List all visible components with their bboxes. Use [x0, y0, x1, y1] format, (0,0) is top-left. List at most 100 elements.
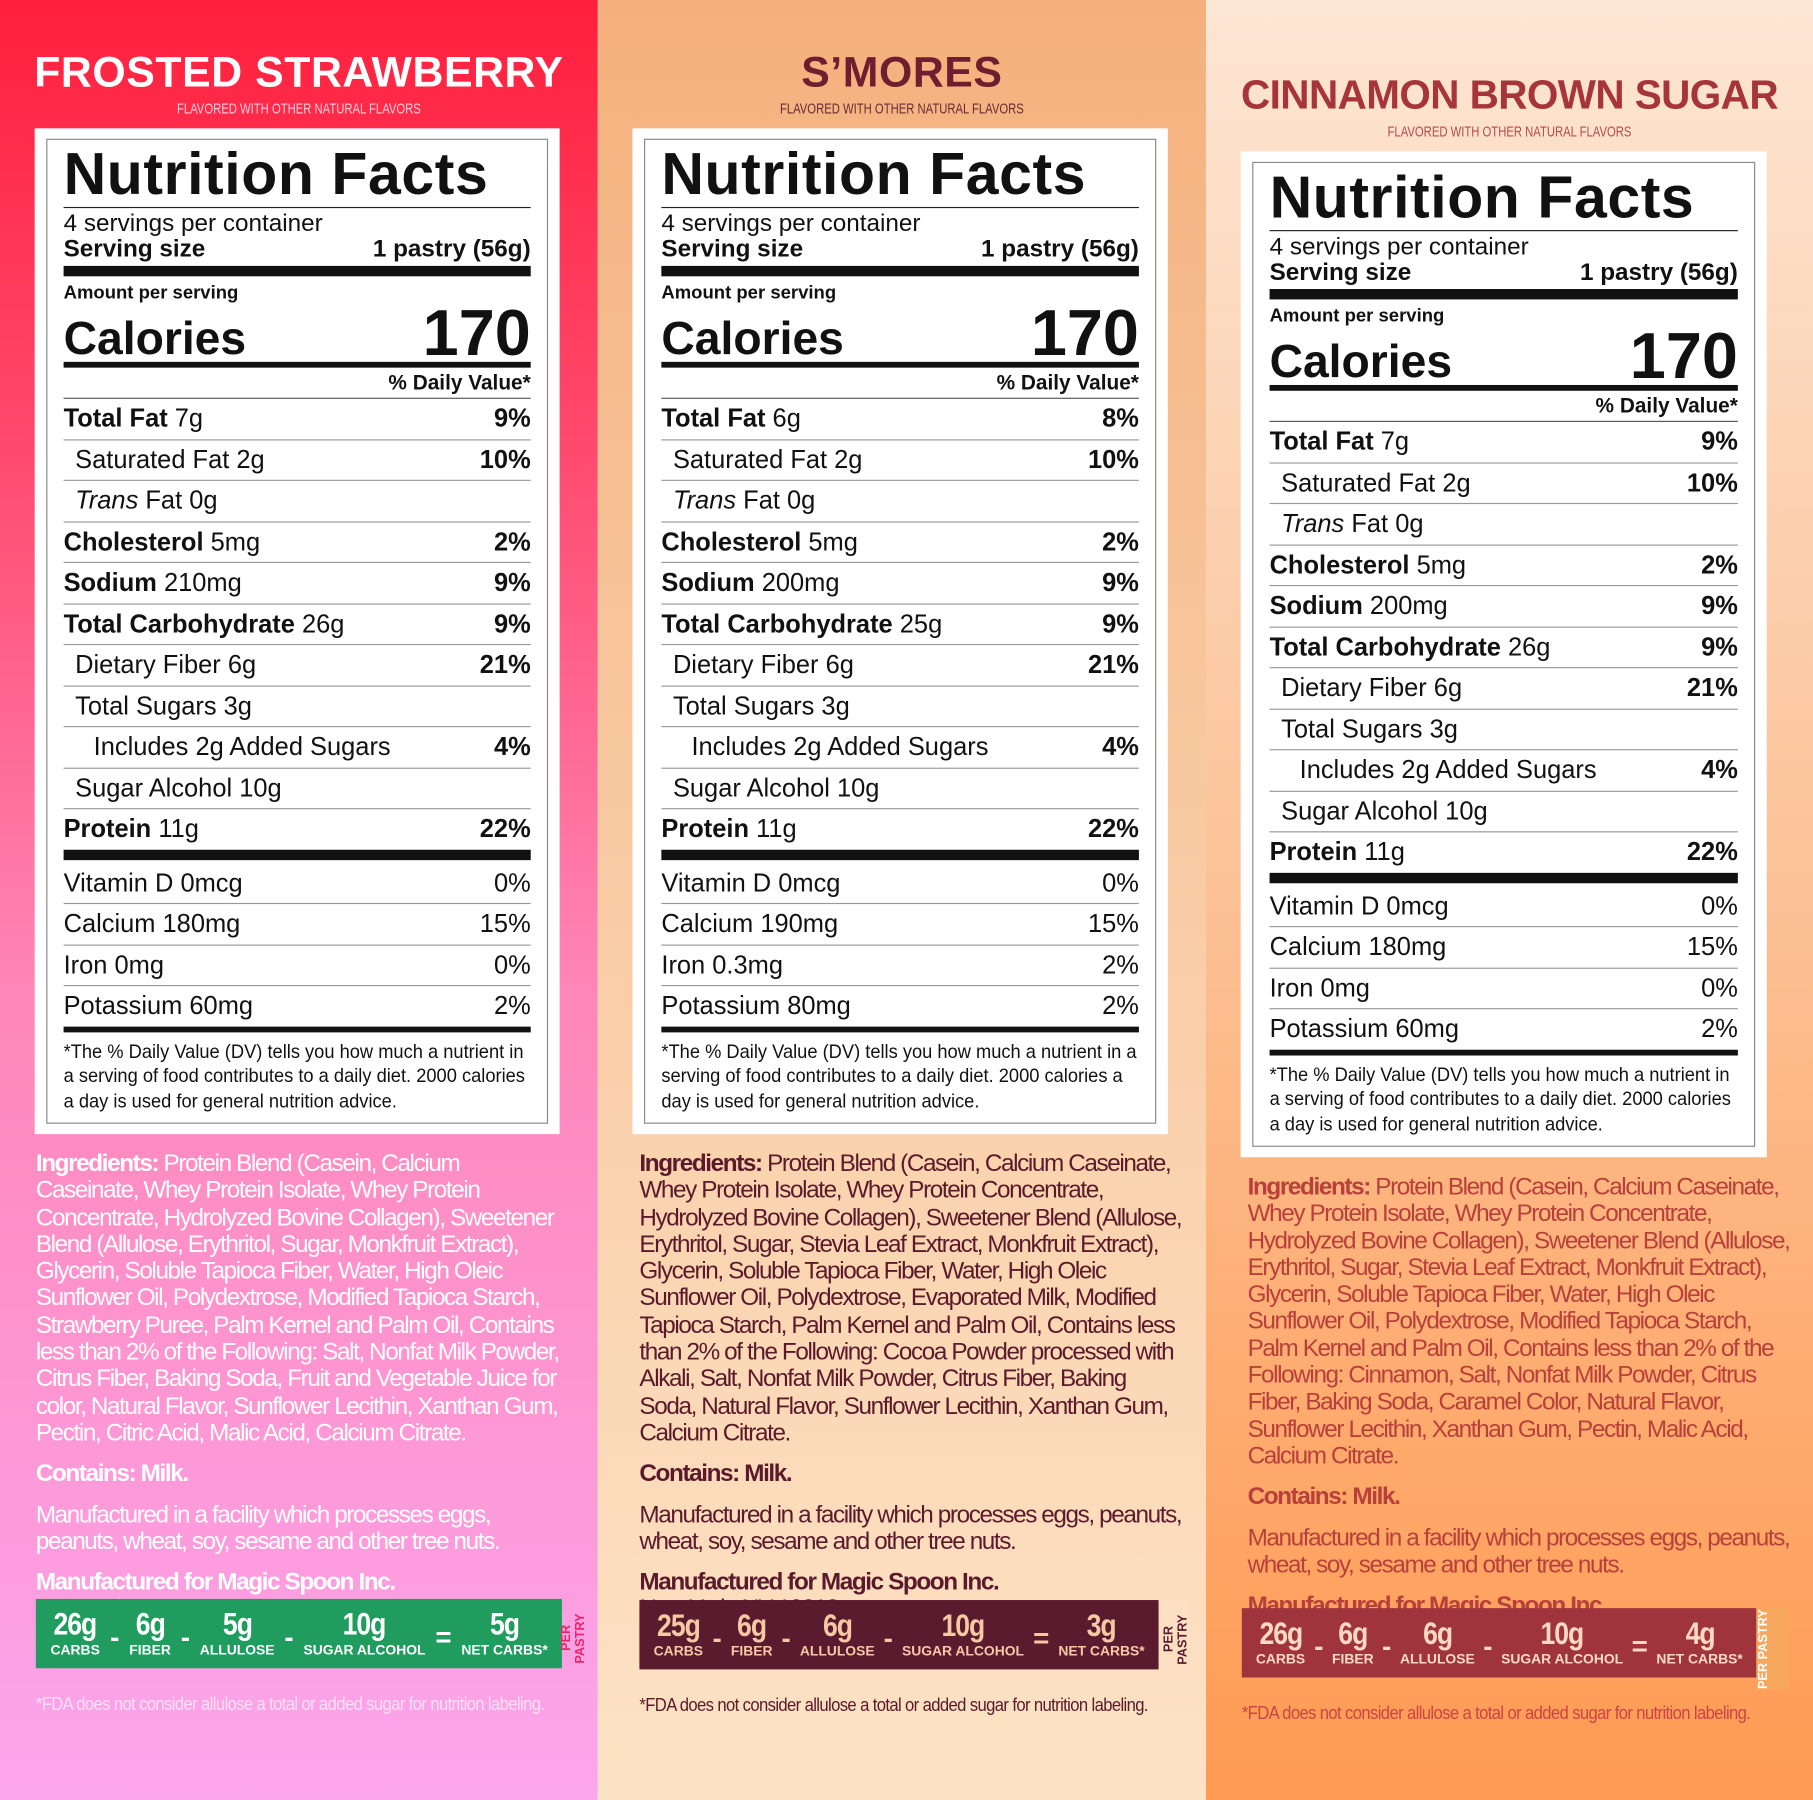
nutrient-row: Trans Fat 0g	[661, 479, 1139, 521]
vitamin-row: Vitamin D 0mcg 0%	[1270, 883, 1738, 926]
nutrient-name: Total Fat	[63, 403, 168, 433]
nutrient-row: Protein 11g 22%	[1269, 831, 1738, 872]
nutrient-name: Total Fat	[1269, 426, 1374, 456]
operator: -	[712, 1623, 722, 1655]
nutrient-row: Cholesterol 5mg 2%	[1269, 543, 1738, 585]
nutrient: Includes 2g Added Sugars	[64, 727, 391, 767]
net-carbs-item: 26g CARBS	[1255, 1617, 1305, 1668]
vitamin-rows: Vitamin D 0mcg 0% Calcium 190mg 15% Iron 0.3…	[661, 860, 1139, 1032]
per-pastry-tag: PER PASTRY	[1756, 1608, 1789, 1690]
nutrient: Sugar Alcohol 10g	[64, 768, 282, 808]
nutrition-label: Nutrition Facts 4 servings per container S…	[1240, 151, 1767, 1158]
daily-value: 2%	[1701, 549, 1738, 579]
per-pastry-tag: PER PASTRY	[559, 1613, 588, 1664]
daily-value: 9%	[493, 608, 531, 638]
nutrient-name: Saturated Fat	[672, 444, 828, 474]
daily-value: 10%	[1686, 467, 1738, 497]
ingredients-block: Ingredients: Protein Blend (Casein, Calc…	[639, 1150, 1182, 1623]
vitamin-dv: 0%	[1701, 890, 1738, 920]
net-carbs-label: ALLULOSE	[799, 1642, 875, 1660]
calories-label: Calories	[661, 313, 844, 365]
nutrient-amount: 210mg	[163, 567, 242, 597]
nutrient-amount: 26g	[301, 608, 345, 638]
net-carbs-label: SUGAR ALCOHOL	[303, 1641, 426, 1658]
vitamin-row: Potassium 60mg 2%	[63, 984, 531, 1026]
footnote: *The % Daily Value (DV) tells you how mu…	[661, 1039, 1137, 1112]
daily-value: 9%	[1701, 631, 1738, 661]
ingredients-label: Ingredients:	[35, 1150, 160, 1177]
nutrient-name: Cholesterol	[1269, 549, 1410, 579]
operator: =	[1631, 1631, 1648, 1663]
net-carbs-label: CARBS	[653, 1642, 703, 1660]
vitamin-name: Potassium 60mg	[1269, 1013, 1460, 1043]
calories: Calories 170	[1269, 319, 1738, 392]
dv-header: % Daily Value*	[661, 368, 1139, 399]
net-carbs-label: FIBER	[129, 1641, 171, 1658]
serving-size-value: 1 pastry (56g)	[981, 235, 1139, 263]
daily-value: 21%	[1087, 649, 1139, 679]
vitamin-name: Vitamin D 0mcg	[1269, 890, 1449, 920]
nutrient: Protein 11g	[661, 809, 796, 849]
manufacturer: Manufactured for Magic Spoon Inc.	[639, 1569, 999, 1596]
nutrient: Saturated Fat 2g	[661, 440, 863, 480]
nutrient: Cholesterol 5mg	[661, 522, 858, 562]
dv-header: % Daily Value*	[1269, 391, 1738, 422]
operator: -	[284, 1622, 294, 1654]
nutrient-amount: 11g	[158, 813, 199, 843]
ingredients-text: Protein Blend (Casein, Calcium Caseinate…	[1247, 1173, 1791, 1470]
serving-size-label: Serving size	[661, 235, 804, 263]
vitamin-dv: 2%	[1102, 949, 1139, 979]
manufacturer: Manufactured for Magic Spoon Inc.	[35, 1569, 396, 1596]
fda-note: *FDA does not consider allulose a total …	[35, 1694, 545, 1715]
nutrient-name: Includes 2g Added Sugars	[1299, 754, 1597, 784]
nutrient-name: Protein	[661, 813, 750, 843]
net-carbs-item: 25g CARBS	[653, 1609, 703, 1660]
daily-value: 8%	[1102, 403, 1139, 433]
label-heading: Nutrition Facts	[63, 142, 531, 209]
nutrient-name: Total Fat	[661, 403, 766, 433]
calories-value: 170	[1629, 319, 1738, 392]
vitamin-row: Potassium 60mg 2%	[1269, 1008, 1738, 1049]
nutrient-amount: 6g	[227, 649, 257, 679]
nutrient-name: Saturated Fat	[1281, 467, 1436, 497]
nutrient-amount: 10g	[836, 772, 880, 802]
net-carbs-value: 6g	[135, 1606, 166, 1642]
nutrient-amount: 7g	[174, 403, 204, 433]
vitamin-row: Vitamin D 0mcg 0%	[661, 860, 1139, 903]
nutrient: Trans Fat 0g	[64, 481, 217, 521]
nutrient: Protein 11g	[1270, 832, 1405, 872]
nutrient-rows: Total Fat 7g 9% Saturated Fat 2g 10% Trans F…	[63, 399, 531, 860]
nutrient-amount: 11g	[1364, 837, 1405, 866]
vitamin-row: Iron 0.3mg 2%	[661, 943, 1139, 985]
nutrient-row: Includes 2g Added Sugars 4%	[661, 726, 1139, 767]
net-carbs-label: SUGAR ALCOHOL	[901, 1642, 1025, 1660]
nutrient: Dietary Fiber 6g	[1270, 668, 1462, 708]
net-carbs-value: 10g	[1540, 1616, 1585, 1651]
daily-value: 10%	[1087, 444, 1139, 474]
nutrient: Total Sugars 3g	[1270, 709, 1458, 749]
net-carbs-item: 6g ALLULOSE	[1400, 1617, 1475, 1668]
product-panel: S’MORES FLAVORED WITH OTHER NATURAL FLAVO…	[597, 0, 1206, 1800]
serving-size: Serving size 1 pastry (56g)	[661, 235, 1139, 277]
vitamin-dv: 0%	[1102, 867, 1139, 897]
vitamin-name: Potassium 60mg	[63, 990, 254, 1020]
daily-value: 4%	[1701, 754, 1738, 784]
nutrient: Saturated Fat 2g	[1270, 463, 1471, 503]
daily-value: 4%	[493, 731, 531, 761]
ingredients: Ingredients: Protein Blend (Casein, Calc…	[1247, 1173, 1791, 1470]
servings: 4 servings per container	[1269, 233, 1529, 261]
calories-value: 170	[1030, 295, 1139, 369]
nutrient-rows: Total Fat 6g 8% Saturated Fat 2g 10% Trans F…	[661, 399, 1139, 860]
amount-per-serving: Amount per serving	[1269, 306, 1445, 327]
operator: -	[110, 1622, 120, 1654]
vitamin-name: Vitamin D 0mcg	[661, 867, 841, 897]
vitamin-dv: 0%	[493, 949, 531, 979]
vitamin-row: Calcium 180mg 15%	[63, 902, 531, 944]
vitamin-name: Iron 0mg	[63, 949, 164, 979]
nutrient-name: Dietary Fiber	[1281, 672, 1427, 702]
nutrient-row: Saturated Fat 2g 10%	[1269, 461, 1738, 503]
calories: Calories 170	[63, 300, 531, 368]
footnote: *The % Daily Value (DV) tells you how mu…	[63, 1039, 525, 1112]
nutrient-amount: 200mg	[1369, 590, 1448, 620]
net-carbs-bar: 26g CARBS -6g FIBER -5g ALLULOSE -10g SUGAR ALC…	[35, 1598, 562, 1669]
